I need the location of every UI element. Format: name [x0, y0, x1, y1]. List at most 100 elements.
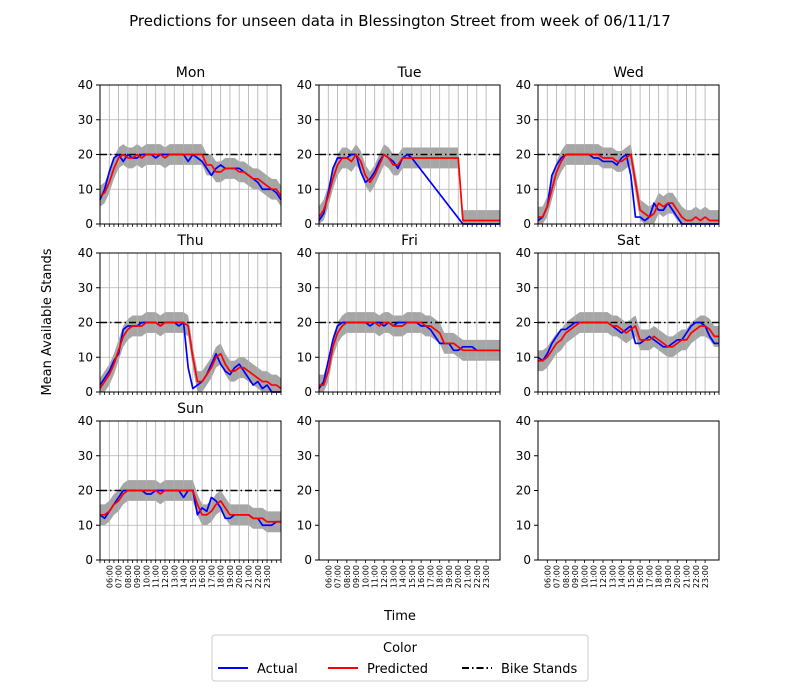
x-tick-label: 09:00	[571, 565, 580, 588]
x-tick-label: 07:00	[334, 565, 343, 588]
x-tick-label: 17:00	[426, 565, 435, 588]
y-tick-label: 40	[297, 246, 312, 260]
y-tick-label: 30	[297, 113, 312, 127]
y-tick-label: 30	[297, 281, 312, 295]
legend: Color Actual Predicted Bike Stands	[211, 634, 589, 682]
y-tick-label: 0	[85, 217, 93, 231]
y-tick-label: 10	[78, 350, 93, 364]
confidence-band	[538, 312, 719, 372]
x-tick-label: 15:00	[408, 565, 417, 588]
y-tick-label: 20	[297, 148, 312, 162]
panel-frame	[537, 420, 720, 561]
y-tick-label: 40	[78, 414, 93, 428]
legend-label: Bike Stands	[501, 662, 578, 677]
actual-line	[537, 321, 719, 362]
x-tick-label: 22:00	[254, 565, 263, 588]
y-tick-label: 0	[523, 385, 531, 399]
legend-label: Predicted	[367, 662, 428, 677]
x-tick-label: 19:00	[226, 565, 235, 588]
x-axis-label: Time	[383, 609, 416, 624]
confidence-band	[100, 144, 281, 207]
x-tick-label: 08:00	[562, 565, 571, 588]
x-tick-label: 15:00	[189, 565, 198, 588]
x-tick-label: 18:00	[436, 565, 445, 588]
y-tick-label: 0	[304, 385, 312, 399]
y-tick-label: 20	[516, 484, 531, 498]
predicted-line	[99, 153, 282, 197]
y-tick-label: 10	[78, 182, 93, 196]
x-tick-label: 07:00	[115, 565, 124, 588]
x-tick-label: 12:00	[599, 565, 608, 588]
x-tick-label: 13:00	[389, 565, 398, 588]
x-tick-label: 13:00	[608, 565, 617, 588]
x-tick-label: 16:00	[417, 565, 426, 588]
predicted-line	[538, 321, 719, 362]
confidence-band	[319, 312, 500, 392]
predicted-line	[538, 153, 719, 222]
x-tick-label: 14:00	[399, 565, 408, 588]
x-tick-label: 08:00	[343, 565, 352, 588]
x-tick-label: 18:00	[655, 565, 664, 588]
x-tick-label: 20:00	[673, 565, 682, 588]
panel-title: Thu	[176, 233, 203, 249]
x-tick-label: 19:00	[445, 565, 454, 588]
x-tick-label: 21:00	[464, 565, 473, 588]
x-tick-label: 10:00	[361, 565, 370, 588]
panel-title: Wed	[613, 65, 644, 81]
y-tick-label: 0	[523, 217, 531, 231]
x-tick-label: 14:00	[180, 565, 189, 588]
y-tick-label: 40	[78, 78, 93, 92]
y-tick-label: 30	[516, 449, 531, 463]
y-tick-label: 10	[516, 518, 531, 532]
y-tick-label: 30	[78, 113, 93, 127]
panel-sun: Sun 0 10 20 30 40 06:00 07:00 08:00 09:00 10:00 11:…	[78, 401, 282, 588]
x-tick-label: 10:00	[142, 565, 151, 588]
x-tick-label: 20:00	[454, 565, 463, 588]
y-tick-label: 10	[297, 518, 312, 532]
predicted-line	[319, 321, 500, 386]
x-tick-label: 21:00	[683, 565, 692, 588]
y-tick-label: 20	[516, 316, 531, 330]
y-tick-label: 10	[516, 182, 531, 196]
y-tick-label: 20	[297, 316, 312, 330]
y-tick-label: 0	[85, 553, 93, 567]
y-tick-label: 30	[78, 449, 93, 463]
confidence-band	[100, 312, 281, 392]
actual-line	[99, 321, 281, 393]
x-tick-label: 11:00	[590, 565, 599, 588]
x-tick-label: 23:00	[263, 565, 272, 588]
x-tick-label: 12:00	[161, 565, 170, 588]
y-tick-label: 40	[78, 246, 93, 260]
x-tick-label: 18:00	[217, 565, 226, 588]
panel-tue: Tue 0 10 20 30 40	[297, 65, 501, 231]
x-tick-label: 13:00	[170, 565, 179, 588]
x-tick-label: 14:00	[618, 565, 627, 588]
y-tick-label: 30	[516, 281, 531, 295]
x-tick-label: 06:00	[324, 565, 333, 588]
y-tick-label: 40	[297, 414, 312, 428]
y-axis-label: Mean Available Stands	[40, 248, 55, 395]
predicted-line	[100, 489, 281, 523]
x-tick-label: 06:00	[543, 565, 552, 588]
y-tick-label: 40	[297, 78, 312, 92]
x-tick-label: 12:00	[380, 565, 389, 588]
y-tick-label: 30	[297, 449, 312, 463]
legend-label: Actual	[257, 662, 298, 677]
y-tick-label: 30	[516, 113, 531, 127]
x-tick-label: 08:00	[124, 565, 133, 588]
panel-frame	[318, 420, 501, 561]
y-tick-label: 20	[297, 484, 312, 498]
x-tick-label: 22:00	[692, 565, 701, 588]
y-tick-label: 40	[516, 246, 531, 260]
y-tick-label: 20	[516, 148, 531, 162]
x-tick-label: 07:00	[553, 565, 562, 588]
y-tick-label: 10	[78, 518, 93, 532]
y-tick-label: 30	[78, 281, 93, 295]
y-tick-label: 40	[516, 414, 531, 428]
y-tick-label: 0	[304, 217, 312, 231]
y-tick-label: 40	[516, 78, 531, 92]
x-tick-label: 06:00	[105, 565, 114, 588]
x-tick-label: 11:00	[152, 565, 161, 588]
